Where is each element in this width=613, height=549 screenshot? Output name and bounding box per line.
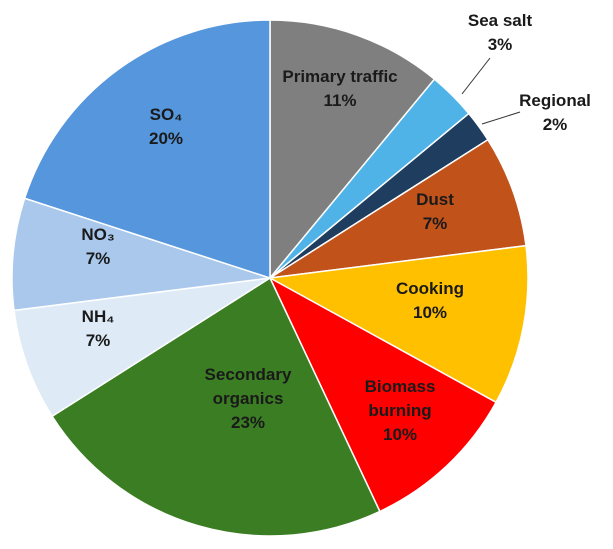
leader-line-regional xyxy=(481,111,521,125)
slice-label-biomass-burning: Biomass burning 10% xyxy=(365,377,436,444)
slice-label-dust: Dust 7% xyxy=(416,190,454,233)
slice-label-nh4: NH₄ 7% xyxy=(82,307,115,350)
slice-name-label: Cooking xyxy=(396,279,464,298)
slice-name-label: Primary traffic xyxy=(282,67,397,86)
leader-lines xyxy=(461,57,521,125)
slice-value-label: 20% xyxy=(149,129,183,148)
slice-name-label: SO₄ xyxy=(150,105,183,124)
slice-name-label: burning xyxy=(368,401,431,420)
slice-name-label: Secondary xyxy=(205,365,292,384)
slice-value-label: 10% xyxy=(383,425,417,444)
slice-value-label: 2% xyxy=(543,115,568,134)
slice-value-label: 11% xyxy=(323,91,356,110)
pie-slice-nh4 xyxy=(13,277,271,418)
slice-label-no3: NO₃ 7% xyxy=(81,225,114,268)
slice-label-so4: SO₄ 20% xyxy=(149,105,183,148)
slice-value-label: 7% xyxy=(86,331,111,350)
pie-slice-dust xyxy=(269,138,527,279)
pie-slice-secondary-organics xyxy=(51,276,381,537)
slice-value-label: 3% xyxy=(488,35,513,54)
slice-labels: Primary traffic 11% Sea salt 3% Regional 2% Du… xyxy=(81,11,591,444)
pie-slice-so4 xyxy=(23,19,271,280)
slice-name-label: Regional xyxy=(519,91,591,110)
slice-name-label: NH₄ xyxy=(82,307,115,326)
slice-name-label: NO₃ xyxy=(81,225,114,244)
slice-label-primary-traffic: Primary traffic 11% xyxy=(282,67,397,110)
pie-slices xyxy=(11,19,529,537)
slice-name-label: Biomass xyxy=(365,377,436,396)
pie-slice-primary-traffic xyxy=(269,19,436,281)
pie-slice-no3 xyxy=(11,197,271,312)
slice-value-label: 7% xyxy=(86,249,111,268)
slice-value-label: 10% xyxy=(413,303,447,322)
pie-slice-biomass-burning xyxy=(268,276,498,513)
slice-label-secondary-organics: Secondary organics 23% xyxy=(205,365,292,432)
slice-value-label: 7% xyxy=(423,214,448,233)
slice-value-label: 23% xyxy=(231,413,265,432)
pie-slice-cooking xyxy=(267,244,529,404)
slice-name-label: Sea salt xyxy=(468,11,533,30)
leader-line-sea-salt xyxy=(461,57,491,95)
slice-label-cooking: Cooking 10% xyxy=(396,279,464,322)
slice-name-label: organics xyxy=(213,389,284,408)
slice-name-label: Dust xyxy=(416,190,454,209)
slice-label-sea-salt: Sea salt 3% xyxy=(468,11,533,54)
slice-label-regional: Regional 2% xyxy=(519,91,591,134)
